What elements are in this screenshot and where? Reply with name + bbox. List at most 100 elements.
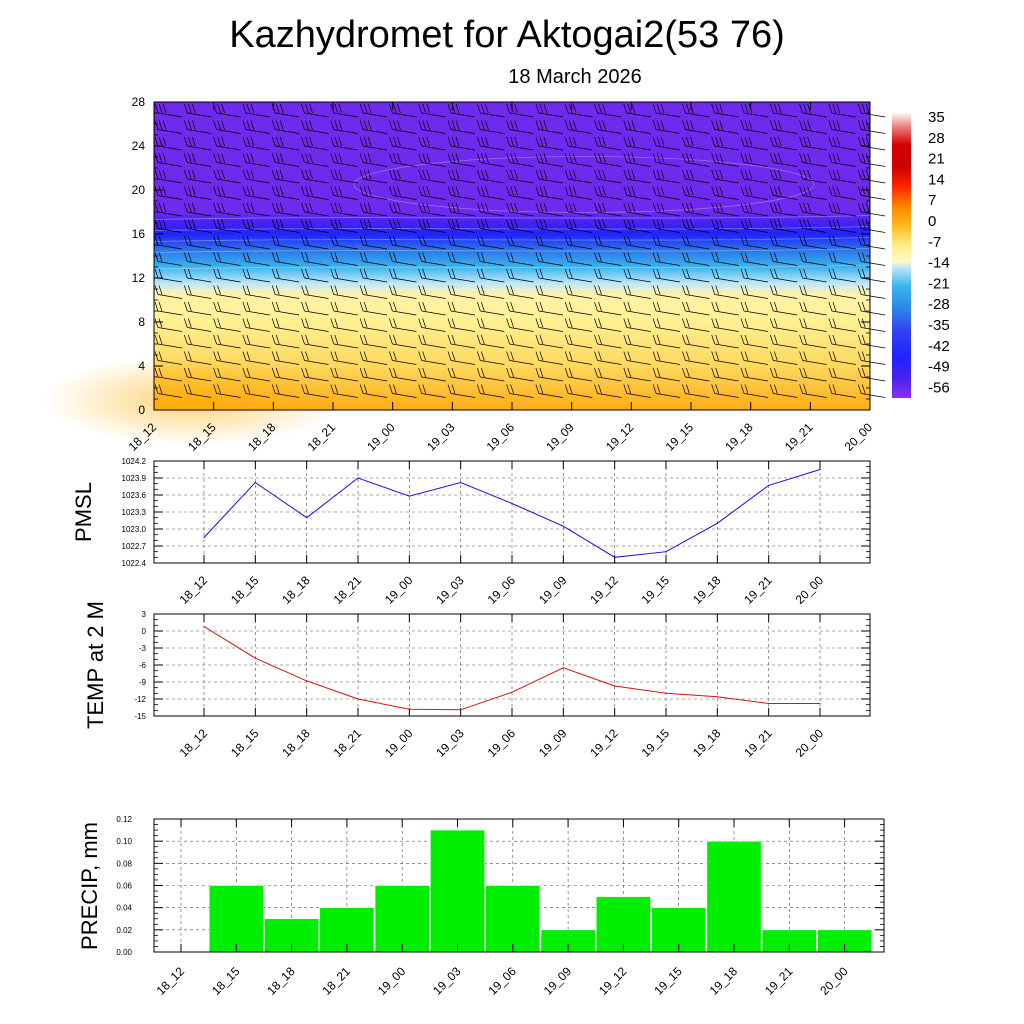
wind-barb-flag [359, 384, 364, 394]
wind-barb-flag [828, 334, 833, 345]
wind-barb-flag [334, 268, 339, 279]
wind-barb-flag [162, 202, 167, 213]
wind-barb [802, 211, 827, 217]
wind-barb-flag [217, 219, 221, 229]
wind-barb [157, 112, 183, 118]
wind-barb-flag [744, 186, 749, 196]
wind-barb [714, 277, 739, 283]
wind-barb-flag [660, 186, 665, 196]
wind-barb-flag [828, 136, 833, 147]
wind-barb-flag [510, 268, 514, 279]
wind-barb-flag [686, 301, 690, 312]
wind-barb [275, 145, 300, 151]
wind-barb-flag [250, 136, 255, 147]
wind-barb-flag [451, 367, 456, 378]
contour-line [153, 237, 871, 242]
wind-barb-flag [217, 334, 221, 345]
wind-barb-flag [564, 285, 569, 295]
wind-barb-flag [484, 103, 489, 114]
wind-barb-flag [397, 103, 401, 114]
wind-barb [275, 228, 300, 233]
wind-barb-flag [861, 301, 866, 312]
wind-barb [743, 261, 769, 266]
y-tick-label: 1023.9 [122, 474, 147, 483]
wind-barb-flag [162, 153, 167, 163]
wind-barb [333, 261, 358, 266]
wind-barb-flag [426, 120, 431, 130]
y-tick-label: 1023.0 [122, 525, 147, 534]
wind-barb [450, 178, 476, 184]
wind-barb [245, 129, 270, 134]
wind-barb [626, 393, 651, 398]
wind-barb-flag [769, 153, 774, 163]
wind-barb-flag [154, 202, 159, 213]
wind-barb [480, 294, 505, 299]
pmsl-point [203, 536, 205, 539]
wind-barb [714, 211, 739, 217]
wind-barb-flag [484, 153, 489, 163]
wind-barb-flag [187, 351, 192, 361]
wind-barb-flag [744, 136, 749, 147]
wind-barb-flag [836, 136, 841, 147]
wind-barb-flag [393, 384, 397, 394]
wind-barb [304, 162, 329, 167]
wind-barb-flag [773, 334, 778, 345]
wind-barb-flag [183, 153, 188, 163]
wind-barb-flag [476, 285, 481, 295]
wind-barb-flag [246, 384, 251, 394]
wind-barb-flag [568, 186, 573, 196]
wind-barb-flag [242, 367, 247, 378]
wind-barb-flag [154, 219, 159, 229]
wind-barb-flag [484, 202, 489, 213]
wind-barb [597, 310, 622, 316]
wind-barb-flag [744, 103, 749, 114]
contour-line [153, 248, 871, 253]
wind-barb-flag [246, 334, 251, 345]
wind-barb-flag [623, 202, 628, 213]
wind-barb-flag [656, 285, 661, 295]
wind-barb-flag [279, 219, 284, 229]
wind-barb [333, 376, 358, 382]
chart-date: 18 March 2026 [508, 66, 642, 88]
wind-barb [245, 195, 270, 200]
wind-barb-flag [480, 202, 485, 213]
wind-barb-flag [217, 252, 221, 262]
wind-barb-flag [832, 301, 837, 312]
wind-barb-flag [660, 136, 665, 147]
wind-barb [802, 228, 827, 233]
wind-barb [480, 162, 505, 167]
wind-barb-flag [828, 367, 833, 378]
wind-barb-flag [246, 367, 251, 378]
wind-barb [568, 261, 593, 266]
wind-barb-flag [242, 351, 247, 361]
wind-barb [275, 343, 300, 349]
wind-barb-flag [539, 334, 544, 345]
wind-barb-flag [711, 120, 716, 130]
wind-barb [743, 327, 769, 332]
wind-barb-flag [865, 186, 870, 196]
wind-barb [861, 393, 886, 398]
x-tick-label: 19_18 [722, 420, 756, 454]
wind-barb [831, 162, 856, 167]
temp2m-point [306, 680, 308, 682]
wind-barb-flag [748, 120, 753, 130]
wind-barb [509, 261, 534, 266]
wind-barb [861, 277, 886, 283]
wind-barb-flag [652, 351, 657, 361]
wind-barb-flag [832, 103, 837, 114]
wind-barb-flag [158, 120, 163, 130]
wind-barb-flag [397, 202, 401, 213]
wind-barb-flag [686, 202, 690, 213]
wind-barb-flag [686, 252, 690, 262]
wind-barb-flag [539, 268, 544, 279]
wind-barb-flag [246, 169, 251, 180]
wind-barb [831, 277, 856, 283]
wind-barb-flag [568, 103, 573, 114]
wind-barb-flag [363, 235, 368, 246]
wind-barb-flag [857, 252, 862, 262]
wind-barb-flag [627, 219, 632, 229]
x-tick-label: 19_06 [485, 964, 519, 998]
wind-barb-flag [807, 202, 811, 213]
wind-barb-flag [271, 235, 276, 246]
wind-barb-flag [301, 268, 305, 279]
